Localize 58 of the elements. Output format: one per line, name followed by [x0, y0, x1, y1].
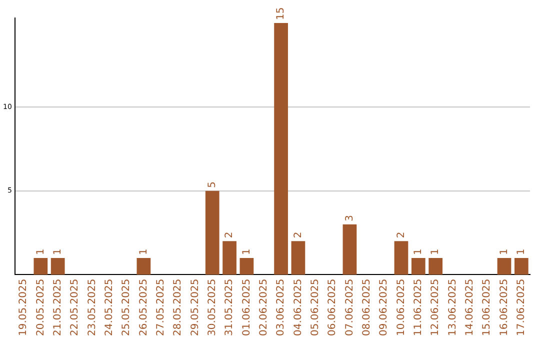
x-tick-label: 16.06.2025 [498, 278, 510, 336]
x-tick-label: 29.05.2025 [190, 278, 201, 336]
x-tick-label: 06.06.2025 [327, 278, 338, 336]
x-tick-label: 15.06.2025 [482, 278, 493, 336]
x-tick-label: 24.05.2025 [104, 278, 115, 336]
data-label: 15 [276, 7, 287, 20]
data-label: 2 [224, 232, 236, 238]
data-label: 1 [35, 248, 46, 255]
data-label: 1 [516, 248, 528, 255]
bar [514, 258, 528, 275]
x-tick-label: 07.06.2025 [344, 278, 356, 336]
data-label: 1 [52, 248, 64, 255]
x-tick-label: 19.05.2025 [18, 278, 30, 336]
x-tick-label: 25.05.2025 [121, 278, 132, 336]
data-label: 2 [292, 232, 304, 238]
x-tick-label: 30.05.2025 [206, 278, 218, 336]
bar [240, 258, 254, 275]
x-tick-label: 21.05.2025 [52, 278, 64, 336]
x-tick-label: 31.05.2025 [224, 278, 236, 336]
x-tick-label: 23.05.2025 [86, 278, 98, 336]
x-tick-label: 12.06.2025 [430, 278, 442, 336]
data-label: 1 [430, 248, 442, 255]
bar [136, 258, 151, 275]
data-label: 1 [241, 248, 252, 255]
bar [50, 258, 65, 275]
x-tick-label: 01.06.2025 [241, 278, 252, 336]
bar [428, 258, 442, 275]
x-tick-label: 03.06.2025 [276, 278, 287, 336]
x-tick-label: 11.06.2025 [412, 278, 424, 336]
data-label: 3 [344, 215, 356, 222]
bar [411, 258, 426, 275]
bar [205, 190, 220, 275]
bar [222, 241, 236, 275]
x-tick-label: 22.05.2025 [70, 278, 81, 336]
x-tick-label: 27.05.2025 [155, 278, 166, 336]
x-tick-label: 09.06.2025 [378, 278, 390, 336]
x-tick-label: 02.06.2025 [258, 278, 270, 336]
data-label: 1 [412, 248, 424, 255]
bar [342, 224, 357, 275]
data-label: 1 [138, 248, 150, 255]
x-tick-label: 13.06.2025 [447, 278, 458, 336]
data-label: 5 [206, 181, 218, 188]
data-label: 1 [498, 248, 510, 255]
x-tick-label: 04.06.2025 [292, 278, 304, 336]
x-tick-label: 26.05.2025 [138, 278, 150, 336]
bar [497, 258, 512, 275]
x-tick-label: 20.05.2025 [35, 278, 46, 336]
x-tick-label: 05.06.2025 [310, 278, 321, 336]
x-tick-label: 17.06.2025 [516, 278, 528, 336]
bar [291, 241, 306, 275]
x-tick-label: 10.06.2025 [396, 278, 407, 336]
x-tick-label: 14.06.2025 [464, 278, 476, 336]
bar [274, 23, 288, 275]
bar [34, 258, 48, 275]
x-tick-label: 08.06.2025 [361, 278, 372, 336]
x-tick-label: 28.05.2025 [172, 278, 184, 336]
bar [394, 241, 408, 275]
data-label: 2 [396, 232, 407, 238]
